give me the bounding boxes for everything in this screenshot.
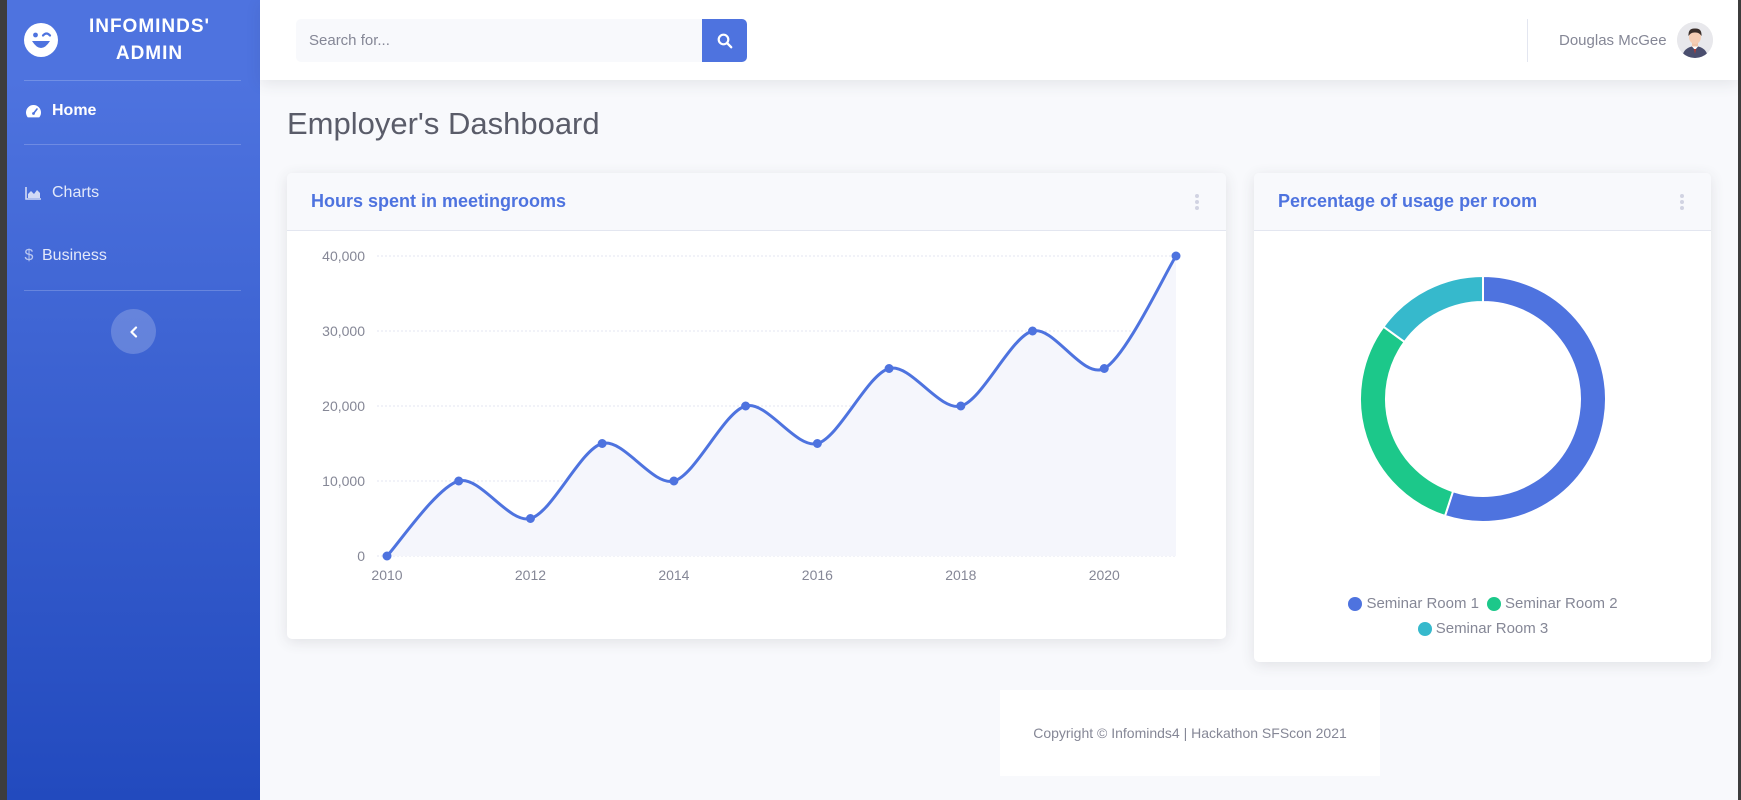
x-tick-label: 2012 bbox=[515, 567, 546, 583]
topbar-divider bbox=[1527, 19, 1528, 62]
data-point[interactable] bbox=[669, 476, 679, 486]
sidebar-item-label: Business bbox=[42, 247, 107, 264]
sidebar-item-charts[interactable]: Charts bbox=[24, 184, 99, 202]
sidebar-item-label: Charts bbox=[52, 184, 100, 201]
laugh-wink-icon bbox=[24, 23, 58, 57]
dollar-icon: $ bbox=[24, 247, 34, 264]
sidebar-divider bbox=[24, 144, 241, 145]
x-tick-label: 2020 bbox=[1089, 567, 1120, 583]
avatar[interactable] bbox=[1676, 22, 1713, 58]
legend-dot bbox=[1487, 597, 1501, 611]
sidebar-item-label: Home bbox=[52, 102, 97, 119]
sidebar-toggle-button[interactable] bbox=[111, 309, 156, 354]
search-icon bbox=[717, 33, 732, 48]
footer: Copyright © Infominds4 | Hackathon SFSco… bbox=[1000, 690, 1380, 776]
y-tick-label: 30,000 bbox=[322, 323, 365, 339]
copyright-text: Copyright © Infominds4 | Hackathon SFSco… bbox=[1033, 725, 1347, 741]
y-tick-label: 40,000 bbox=[322, 248, 365, 264]
chevron-left-icon bbox=[129, 325, 137, 338]
window-edge-left bbox=[0, 0, 7, 800]
legend-item: Seminar Room 3 bbox=[1417, 618, 1549, 640]
data-point[interactable] bbox=[1171, 251, 1181, 261]
series-line bbox=[385, 255, 1178, 558]
chart-legend: Seminar Room 1 Seminar Room 2 Seminar Room… bbox=[1288, 593, 1678, 643]
user-name: Douglas McGee bbox=[1559, 31, 1667, 49]
card-header: Percentage of usage per room bbox=[1254, 173, 1711, 231]
data-point[interactable] bbox=[1028, 326, 1038, 336]
sidebar-divider bbox=[24, 80, 241, 81]
x-tick-label: 2014 bbox=[658, 567, 689, 583]
data-point[interactable] bbox=[741, 401, 751, 411]
brand-title-line2: ADMIN bbox=[115, 43, 184, 64]
donut-slice[interactable] bbox=[1443, 274, 1607, 523]
legend-dot bbox=[1348, 597, 1363, 611]
x-tick-label: 2010 bbox=[371, 567, 402, 583]
donut-slice[interactable] bbox=[1359, 325, 1455, 518]
x-tick-label: 2016 bbox=[802, 567, 833, 583]
search-button[interactable] bbox=[702, 19, 747, 62]
data-point[interactable] bbox=[884, 364, 894, 373]
data-point[interactable] bbox=[1099, 364, 1109, 373]
y-tick-label: 10,000 bbox=[322, 473, 365, 489]
data-point[interactable] bbox=[597, 439, 607, 448]
legend-dot bbox=[1417, 622, 1432, 636]
legend-label: Seminar Room 2 bbox=[1505, 595, 1618, 612]
donut-chart bbox=[1359, 274, 1607, 523]
card-title: Percentage of usage per room bbox=[1278, 191, 1538, 211]
sidebar-item-home[interactable]: Home bbox=[24, 102, 96, 120]
line-chart: 0 10,000 20,000 30,000 40,000 2010 2012 2014 201… bbox=[322, 248, 1181, 583]
data-point[interactable] bbox=[525, 514, 535, 523]
sidebar-brand[interactable]: INFOMINDS' ADMIN bbox=[7, 0, 260, 80]
card-options-icon[interactable] bbox=[1675, 193, 1689, 211]
search-input[interactable] bbox=[296, 19, 702, 62]
sidebar-divider bbox=[24, 290, 241, 291]
data-point[interactable] bbox=[956, 401, 966, 411]
card-title: Hours spent in meetingrooms bbox=[311, 191, 567, 211]
hours-chart-card: Hours spent in meetingrooms 0 10,000 20,00… bbox=[287, 173, 1226, 639]
brand-title-line1: INFOMINDS' bbox=[88, 16, 211, 37]
window-edge-right bbox=[1738, 0, 1741, 800]
brand-title: INFOMINDS' ADMIN bbox=[59, 13, 260, 67]
donut-slice[interactable] bbox=[1382, 274, 1484, 344]
area-fill bbox=[387, 256, 1176, 556]
user-menu[interactable]: Douglas McGee bbox=[1559, 20, 1713, 60]
legend-item: Seminar Room 1 bbox=[1348, 593, 1479, 615]
sidebar-item-business[interactable]: $ Business bbox=[24, 247, 107, 265]
page-title: Employer's Dashboard bbox=[287, 106, 600, 141]
usage-chart-card: Percentage of usage per room Seminar Roo… bbox=[1254, 173, 1711, 662]
legend-item: Seminar Room 2 bbox=[1487, 593, 1618, 615]
y-tick-label: 20,000 bbox=[322, 398, 365, 414]
x-tick-label: 2018 bbox=[945, 567, 976, 583]
legend-label: Seminar Room 1 bbox=[1366, 595, 1479, 612]
legend-label: Seminar Room 3 bbox=[1435, 620, 1549, 637]
card-options-icon[interactable] bbox=[1190, 193, 1204, 211]
data-point[interactable] bbox=[382, 551, 392, 561]
topbar: Douglas McGee bbox=[260, 0, 1738, 80]
data-point[interactable] bbox=[812, 439, 822, 448]
card-header: Hours spent in meetingrooms bbox=[287, 173, 1226, 231]
data-point[interactable] bbox=[454, 476, 464, 486]
tachometer-icon bbox=[24, 102, 42, 120]
chart-area-icon bbox=[24, 184, 42, 202]
y-tick-label: 0 bbox=[357, 548, 365, 564]
sidebar: INFOMINDS' ADMIN Home Charts $ Business bbox=[7, 0, 260, 800]
